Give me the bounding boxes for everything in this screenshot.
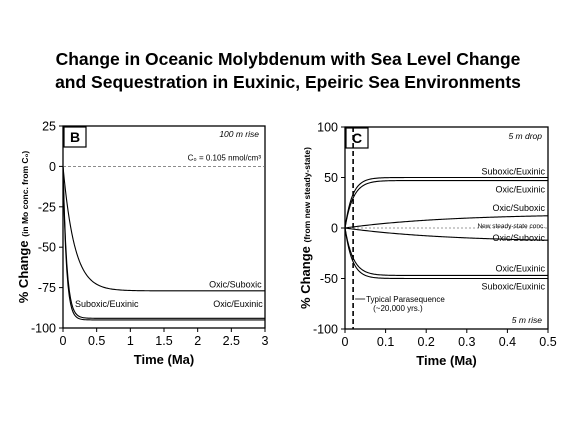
panel-b-y-tick-label: -50 bbox=[38, 241, 56, 255]
panel-b-y-tick-label: -75 bbox=[38, 281, 56, 295]
slide-title-line-1: Change in Oceanic Molybdenum with Sea Le… bbox=[55, 49, 521, 69]
panel-b-x-tick-label: 3 bbox=[262, 334, 269, 348]
panel-c-letter: C bbox=[352, 130, 362, 146]
panel-c-y-tick-label: -50 bbox=[320, 272, 338, 286]
panel-c-series-label: New steady-state conc. bbox=[477, 223, 545, 230]
panel-c-series-line bbox=[344, 227, 548, 280]
panel-b-series-label: Oxic/Euxinic bbox=[213, 299, 263, 309]
panel-b-y-axis-label: % Change (in Mo conc. from C₀) bbox=[16, 151, 31, 304]
panel-b-y-axis-label-sub: (in Mo conc. from C₀) bbox=[20, 151, 30, 237]
panel-c-x-tick-label: 0.5 bbox=[539, 335, 556, 349]
panel-b-x-tick-label: 1 bbox=[127, 334, 134, 348]
panel-b-corner-note: 100 m rise bbox=[219, 129, 259, 139]
panel-c-letter-box bbox=[345, 127, 369, 149]
panel-c-series-label: Oxic/Suboxic bbox=[492, 203, 545, 213]
panel-b-series-label: Oxic/Suboxic bbox=[209, 279, 262, 289]
panel-c-x-axis-label: Time (Ma) bbox=[416, 353, 476, 368]
panel-c-series-line bbox=[344, 179, 548, 229]
panel-b-x-axis-label: Time (Ma) bbox=[134, 352, 194, 367]
panel-b-y-tick-label: 0 bbox=[49, 160, 56, 174]
panel-b-chart: 0 0.5 1 1.5 2 2.5 3 -100 -75 -50 -25 0 25 Time (Ma) % … bbox=[16, 120, 269, 368]
panel-c-x-tick-label: 0.2 bbox=[418, 335, 435, 349]
panel-b-series-line bbox=[62, 166, 265, 319]
panel-b-series-label: Suboxic/Euxinic bbox=[75, 299, 139, 309]
panel-c-marker-label: (~20,000 yrs.) bbox=[373, 304, 423, 313]
panel-b-letter: B bbox=[70, 129, 80, 145]
panel-c-x-tick-label: 0.3 bbox=[458, 335, 475, 349]
panel-c-y-axis-label: % Change (from new steady-state) bbox=[298, 147, 313, 309]
panel-c-series-label: Oxic/Euxinic bbox=[495, 185, 545, 195]
panel-c-series-label: Suboxic/Euxinic bbox=[481, 282, 545, 292]
panel-c-series-line bbox=[344, 227, 549, 241]
panel-b-series-line bbox=[62, 166, 265, 292]
panel-b-y-tick-label: -25 bbox=[38, 200, 56, 214]
panel-c-series-label: Oxic/Euxinic bbox=[495, 263, 545, 273]
panel-c-x-tick-label: 0.1 bbox=[377, 335, 394, 349]
panel-b-x-tick-label: 2 bbox=[194, 334, 201, 348]
panel-b-letter-box bbox=[63, 126, 87, 148]
panel-b-y-axis-label-main: % Change bbox=[16, 237, 31, 303]
panel-c-series-line bbox=[344, 227, 548, 277]
panel-c-marker-label: Typical Parasequence bbox=[366, 295, 445, 304]
panel-c-y-tick-label: 100 bbox=[317, 121, 338, 135]
slide-title-line-2: and Sequestration in Euxinic, Epeiric Se… bbox=[55, 72, 521, 92]
panel-c-chart: 0 0.1 0.2 0.3 0.4 0.5 -100 -50 0 50 100 Time (Ma) % … bbox=[298, 121, 557, 369]
panel-c-corner-note-top: 5 m drop bbox=[508, 131, 542, 141]
panel-c-y-tick-label: 50 bbox=[324, 171, 338, 185]
panel-c-x-tick-label: 0.4 bbox=[499, 335, 516, 349]
panel-c-series-line bbox=[344, 215, 549, 229]
panel-c-series-line bbox=[344, 176, 548, 229]
panel-c-x-tick-label: 0 bbox=[342, 335, 349, 349]
panel-b-x-tick-label: 2.5 bbox=[223, 334, 240, 348]
panel-c-corner-note-bottom: 5 m rise bbox=[512, 315, 543, 325]
panel-b-y-tick-label: 25 bbox=[42, 120, 56, 134]
panel-c-y-tick-label: -100 bbox=[313, 323, 338, 337]
panel-b-x-tick-label: 0.5 bbox=[88, 334, 105, 348]
slide-title: Change in Oceanic Molybdenum with Sea Le… bbox=[0, 48, 576, 94]
panel-b-series-line bbox=[62, 166, 265, 321]
panel-b-reference-label: C₀ = 0.105 nmol/cm³ bbox=[188, 153, 262, 162]
panel-c-series-label: Oxic/Suboxic bbox=[492, 233, 545, 243]
panel-b-y-tick-label: -100 bbox=[31, 322, 56, 336]
panel-c-y-axis-label-main: % Change bbox=[298, 242, 313, 308]
panel-b-x-tick-label: 0 bbox=[60, 334, 67, 348]
panel-c-series-label: Suboxic/Euxinic bbox=[481, 166, 545, 176]
panel-c-y-axis-label-sub: (from new steady-state) bbox=[302, 147, 312, 243]
panel-b-x-tick-label: 1.5 bbox=[155, 334, 172, 348]
panel-c-y-tick-label: 0 bbox=[331, 222, 338, 236]
